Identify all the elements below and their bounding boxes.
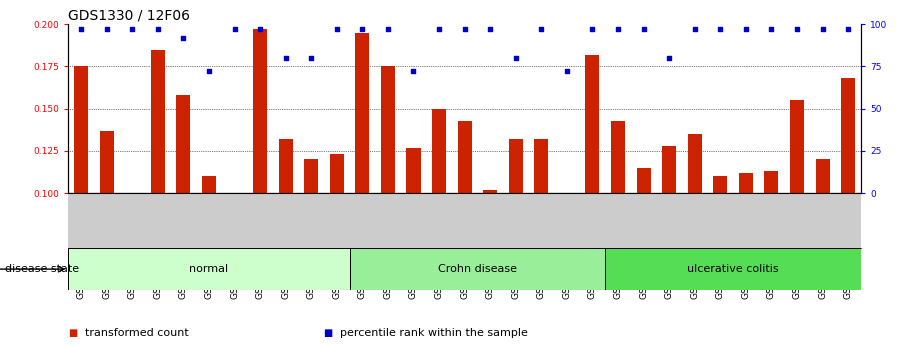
Bar bbox=[815, 159, 830, 193]
Bar bbox=[68, 248, 350, 290]
Text: ■: ■ bbox=[323, 328, 333, 338]
Text: percentile rank within the sample: percentile rank within the sample bbox=[340, 328, 527, 338]
Bar bbox=[457, 120, 472, 193]
Point bbox=[176, 35, 190, 40]
Bar bbox=[586, 55, 599, 193]
Point bbox=[150, 27, 165, 32]
Bar bbox=[841, 78, 855, 193]
Bar bbox=[350, 248, 605, 290]
Bar bbox=[74, 66, 88, 193]
Point bbox=[815, 27, 830, 32]
Text: GDS1330 / 12F06: GDS1330 / 12F06 bbox=[68, 9, 190, 23]
Point bbox=[764, 27, 779, 32]
Point bbox=[688, 27, 702, 32]
Bar bbox=[637, 168, 650, 193]
Bar bbox=[432, 109, 446, 193]
Point bbox=[790, 27, 804, 32]
Bar bbox=[253, 29, 267, 193]
Bar bbox=[279, 139, 292, 193]
Point bbox=[739, 27, 753, 32]
Point bbox=[381, 27, 395, 32]
Point bbox=[559, 69, 574, 74]
Point bbox=[432, 27, 446, 32]
Bar bbox=[483, 190, 497, 193]
Point bbox=[636, 27, 650, 32]
Point bbox=[304, 55, 319, 61]
Point bbox=[610, 27, 625, 32]
Bar bbox=[713, 176, 727, 193]
Bar bbox=[304, 159, 318, 193]
Point bbox=[330, 27, 344, 32]
Point bbox=[74, 27, 88, 32]
Bar bbox=[662, 146, 676, 193]
Text: ■: ■ bbox=[68, 328, 77, 338]
Bar bbox=[151, 49, 165, 193]
Bar bbox=[605, 248, 861, 290]
Point bbox=[125, 27, 139, 32]
Text: transformed count: transformed count bbox=[85, 328, 189, 338]
Text: ulcerative colitis: ulcerative colitis bbox=[687, 264, 779, 274]
Bar bbox=[534, 139, 548, 193]
Point bbox=[585, 27, 599, 32]
Point bbox=[508, 55, 523, 61]
Bar bbox=[611, 120, 625, 193]
Bar bbox=[177, 95, 190, 193]
Point bbox=[355, 27, 370, 32]
Point bbox=[279, 55, 293, 61]
Bar bbox=[381, 66, 395, 193]
Bar bbox=[99, 131, 114, 193]
Point bbox=[713, 27, 728, 32]
Point bbox=[227, 27, 241, 32]
Bar bbox=[330, 154, 343, 193]
Text: disease state: disease state bbox=[5, 264, 78, 274]
Point bbox=[457, 27, 472, 32]
Bar bbox=[355, 32, 369, 193]
Bar bbox=[739, 173, 752, 193]
Point bbox=[406, 69, 421, 74]
Text: normal: normal bbox=[189, 264, 229, 274]
Bar bbox=[688, 134, 701, 193]
Bar bbox=[508, 139, 523, 193]
Point bbox=[662, 55, 677, 61]
Bar bbox=[790, 100, 804, 193]
Point bbox=[252, 27, 267, 32]
Bar bbox=[202, 176, 216, 193]
Point bbox=[841, 27, 855, 32]
Point bbox=[483, 27, 497, 32]
Point bbox=[201, 69, 216, 74]
Point bbox=[99, 27, 114, 32]
Bar bbox=[764, 171, 778, 193]
Point bbox=[534, 27, 548, 32]
Text: Crohn disease: Crohn disease bbox=[438, 264, 517, 274]
Bar bbox=[406, 148, 421, 193]
